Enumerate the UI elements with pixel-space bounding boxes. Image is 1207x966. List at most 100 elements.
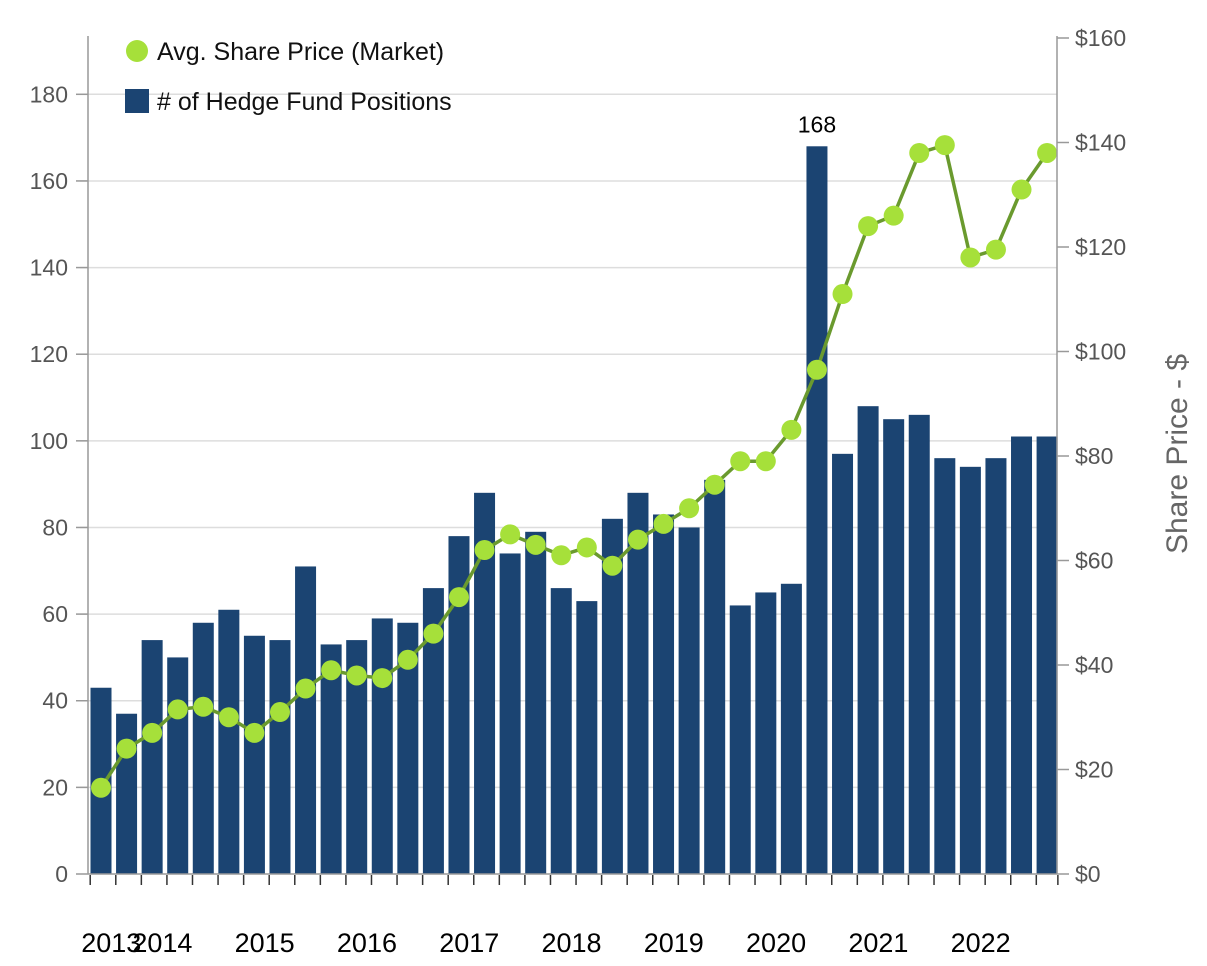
share-price-point (321, 660, 342, 681)
share-price-point (423, 623, 444, 644)
share-price-point (909, 142, 930, 163)
share-price-point (602, 555, 623, 576)
bar-data-label: 168 (798, 111, 836, 137)
legend-circle-icon (126, 40, 148, 62)
right-axis-tick-label: $40 (1075, 652, 1113, 678)
legend-label-share-price: Avg. Share Price (Market) (157, 38, 444, 66)
bar (934, 458, 956, 874)
x-axis-year-label: 2015 (235, 928, 295, 958)
bar (832, 453, 854, 874)
share-price-point (551, 545, 572, 566)
bar (346, 640, 368, 874)
right-axis-tick-label: $0 (1075, 861, 1101, 887)
bar (448, 536, 470, 874)
right-axis-tick-label: $120 (1075, 234, 1126, 260)
bar (627, 492, 649, 874)
share-price-point (858, 216, 879, 237)
share-price-point (934, 135, 955, 156)
x-axis-year-label: 2019 (644, 928, 704, 958)
share-price-point (500, 524, 521, 545)
bar (1011, 436, 1033, 874)
gridlines (80, 93, 1057, 789)
bar (1036, 436, 1058, 874)
left-axis-tick-label: 100 (30, 428, 68, 454)
share-price-point (525, 534, 546, 555)
x-axis-year-label: 2016 (337, 928, 397, 958)
share-price-point (91, 777, 111, 798)
bar (601, 518, 623, 874)
share-price-point (142, 722, 163, 743)
bar (192, 622, 214, 874)
share-price-point (346, 665, 367, 686)
bar (653, 514, 675, 874)
share-price-point (985, 239, 1006, 260)
share-price-point (730, 451, 751, 472)
bar (397, 622, 419, 874)
bar (218, 609, 240, 874)
x-axis-year-label: 2021 (848, 928, 908, 958)
legend-label-positions: # of Hedge Fund Positions (157, 88, 452, 116)
axes: 0 20 40 60 80 100 120 140 160 180 $0 $20 $40 $60 $80 $1… (30, 25, 1127, 887)
bar (422, 588, 444, 874)
bar (320, 644, 342, 874)
x-axis-year-label: 2020 (746, 928, 806, 958)
bar (985, 458, 1007, 874)
legend-square-icon (125, 89, 149, 113)
left-axis-tick-label: 20 (42, 774, 68, 800)
share-price-point (679, 498, 700, 519)
left-axis-tick-label: 40 (42, 688, 68, 714)
bar (729, 605, 751, 874)
left-axis-tick-label: 160 (30, 168, 68, 194)
share-price-point (960, 247, 981, 268)
left-axis-tick-label: 80 (42, 514, 68, 540)
right-axis-tick-label: $100 (1075, 339, 1126, 365)
share-price-point (832, 284, 853, 305)
bar (295, 566, 317, 874)
bar (806, 146, 828, 874)
share-price-point (1037, 142, 1058, 163)
x-axis-year-label: 2022 (951, 928, 1011, 958)
left-axis-tick-label: 140 (30, 255, 68, 281)
bar (704, 479, 726, 874)
share-price-point (218, 707, 239, 728)
bar-series (90, 146, 1058, 874)
bar (167, 657, 189, 874)
share-price-line (99, 143, 1049, 789)
share-price-point (269, 702, 290, 723)
share-price-point (116, 738, 137, 759)
bar (499, 553, 521, 874)
share-price-point (295, 678, 316, 699)
bar (243, 635, 265, 874)
left-axis-tick-label: 0 (55, 861, 68, 887)
share-price-point (806, 359, 827, 380)
share-price-point (576, 537, 597, 558)
share-price-point (193, 696, 214, 717)
share-price-point (883, 205, 904, 226)
share-price-point (627, 529, 648, 550)
share-price-point (474, 540, 495, 561)
share-price-point (704, 474, 725, 495)
left-axis-tick-label: 120 (30, 341, 68, 367)
left-axis-tick-label: 180 (30, 81, 68, 107)
bar (576, 601, 598, 874)
bar (678, 527, 700, 874)
line-series (91, 135, 1058, 798)
bar (141, 640, 163, 874)
x-axis-year-label: 2013 (81, 928, 141, 958)
bar (525, 531, 547, 874)
x-axis-year-label: 2014 (132, 928, 192, 958)
bar (474, 492, 496, 874)
left-axis-tick-label: 60 (42, 601, 68, 627)
bar (959, 466, 981, 874)
bar (780, 583, 802, 874)
bar (908, 414, 930, 874)
share-price-point (653, 513, 674, 534)
right-axis-tick-label: $60 (1075, 548, 1113, 574)
right-axis-tick-label: $80 (1075, 443, 1113, 469)
bar (755, 592, 777, 874)
share-price-point (244, 722, 265, 743)
bar (857, 406, 879, 874)
bar (371, 618, 393, 874)
